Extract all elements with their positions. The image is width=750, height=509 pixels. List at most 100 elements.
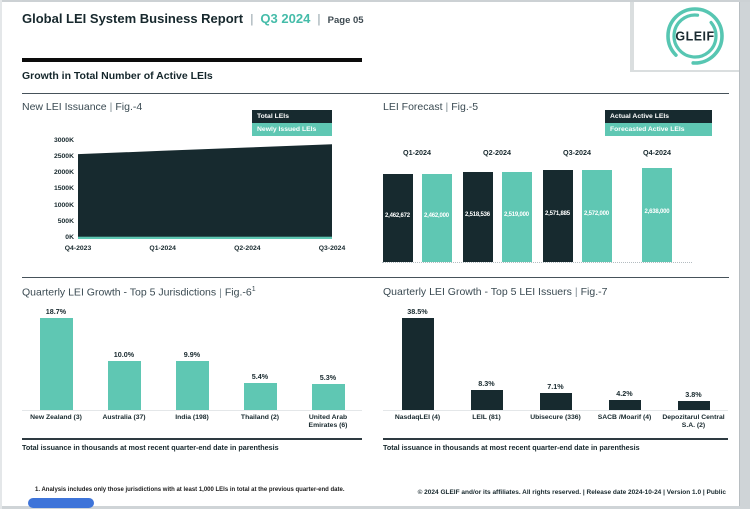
bar-column-India (198): 9.9%	[158, 306, 226, 410]
y-tick-label: 3000K	[53, 137, 74, 144]
fig6-category-labels: New Zealand (3) Australia (37) India (198)…	[22, 411, 362, 431]
page-edge-artifact	[630, 0, 634, 71]
header-rule	[22, 58, 362, 62]
bar-forecasted-active-leis: 2,519,000	[501, 172, 532, 262]
bar-value-label: 2,462,672	[385, 212, 410, 219]
copyright-line: © 2024 GLEIF and/or its affiliates. All …	[417, 489, 726, 496]
category-label: Thailand (2)	[240, 414, 280, 421]
window-edge-left	[0, 0, 2, 509]
fig6-title: Quarterly LEI Growth - Top 5 Jurisdictio…	[22, 286, 256, 299]
fig4-x-axis: Q4-2023 Q1-2024 Q2-2024 Q3-2024	[65, 245, 345, 255]
legend-item: Forecasted Active LEIs	[605, 123, 712, 136]
window-edge-bottom	[0, 506, 750, 509]
taskbar-fragment-pill[interactable]	[28, 498, 94, 508]
x-tick-label: Q1-2024	[149, 245, 176, 252]
bar-actual-active-leis: 2,518,536	[462, 172, 493, 262]
bar-value-label: 38.5%	[407, 307, 428, 316]
bar-column-Australia (37): 10.0%	[90, 306, 158, 410]
x-tick-label: Q3-2024	[318, 245, 346, 252]
fig4-area-chart	[78, 141, 332, 244]
legend-item: Newly Issued LEIs	[252, 123, 332, 136]
fig5-category-label: Q4-2024	[643, 148, 671, 157]
report-header: Global LEI System Business Report | Q3 2…	[22, 11, 364, 26]
y-tick-label: 1000K	[53, 201, 74, 209]
category-label: NasdaqLEI (4)	[394, 414, 441, 421]
x-tick-label: Q2-2024	[234, 245, 261, 252]
category-label: SACB /Moarif (4)	[597, 414, 652, 421]
fig4-title-text: New LEI Issuance	[22, 101, 107, 113]
y-tick-label: 2000K	[53, 169, 74, 177]
bar-New Zealand (3)	[39, 318, 73, 410]
bar-forecasted-active-leis: 2,572,000	[581, 170, 612, 262]
bar-Depozitarul Central S.A. (2)	[677, 400, 710, 410]
bar-column-United Arab Emirates (6): 5.3%	[294, 306, 362, 410]
category-label: India (198)	[175, 414, 209, 421]
bar-Thailand (2)	[243, 383, 277, 410]
bar-LEIL (81)	[470, 390, 503, 410]
fig4-legend: Total LEIs Newly Issued LEIs	[252, 110, 332, 136]
bar-Australia (37)	[107, 360, 141, 410]
fig7-title-text: Quarterly LEI Growth - Top 5 LEI Issuers	[383, 286, 572, 298]
fig5-bar-chart: Q1-2024 2,462,672 2,462,000 Q2-2024 2,518,53…	[382, 148, 692, 262]
fig6-note: Total issuance in thousands at most rece…	[22, 443, 279, 452]
fig7-note: Total issuance in thousands at most rece…	[383, 443, 640, 452]
bar-United Arab Emirates (6)	[311, 383, 345, 410]
category-label: Ubisecure (336)	[530, 414, 581, 421]
bar-forecasted-active-leis: 2,462,000	[421, 174, 452, 262]
bar-value-label: 4.2%	[616, 389, 633, 398]
bar-value-label: 9.9%	[183, 350, 201, 360]
fig5-group-Q1-2024: Q1-2024 2,462,672 2,462,000	[382, 148, 452, 262]
section-divider	[22, 93, 729, 95]
total-leis-area	[78, 144, 332, 239]
bar-actual-active-leis: 2,462,672	[382, 174, 413, 262]
newly-issued-leis-strip	[78, 236, 332, 239]
bar-column-NasdaqLEI (4): 38.5%	[383, 306, 452, 410]
bar-actual-active-leis: 2,571,885	[542, 170, 573, 262]
title-divider: |	[445, 101, 449, 113]
fig6-bar-chart: 18.7% 10.0% 9.9% 5.4% 5.3%	[22, 306, 362, 411]
x-tick-label: Q4-2023	[64, 245, 92, 252]
fig5-group-Q2-2024: Q2-2024 2,518,536 2,519,000	[462, 148, 532, 262]
bar-column-LEIL (81): 8.3%	[452, 306, 521, 410]
bar-column-Depozitarul Central S.A. (2): 3.8%	[659, 306, 728, 410]
bar-column-Ubisecure (336): 7.1%	[521, 306, 590, 410]
fig7-note-rule	[383, 438, 728, 440]
bar-value-label: 2,571,885	[545, 210, 570, 217]
fig5-legend: Actual Active LEIs Forecasted Active LEIs	[605, 110, 712, 136]
bar-value-label: 7.1%	[547, 382, 564, 391]
fig7-bar-chart: 38.5% 8.3% 7.1% 4.2% 3.8%	[383, 306, 728, 411]
bar-Ubisecure (336)	[539, 393, 572, 410]
bar-value-label: 3.8%	[685, 389, 702, 399]
report-title: Global LEI System Business Report	[22, 11, 244, 26]
fig5-title-text: LEI Forecast	[383, 101, 443, 113]
fig5-baseline	[382, 262, 692, 264]
legend-item: Total LEIs	[252, 110, 332, 123]
category-label: Australia (37)	[102, 414, 146, 421]
bar-value-label: 2,638,000	[644, 209, 670, 216]
fig6-footnote-marker: 1	[251, 286, 256, 293]
fig7-figure-label: Fig.-7	[580, 286, 608, 298]
fig5-category-label: Q2-2024	[483, 148, 511, 157]
bar-column-SACB /Moarif (4): 4.2%	[590, 306, 659, 410]
fig5-figure-label: Fig.-5	[451, 101, 479, 113]
page-number-label: Page 05	[327, 15, 364, 26]
fig5-category-label: Q3-2024	[563, 148, 591, 157]
bar-value-label: 2,462,000	[424, 212, 449, 219]
analysis-footnote: 1. Analysis includes only those jurisdic…	[35, 487, 345, 493]
gleif-logo-icon: GLEIF	[666, 7, 724, 65]
section-title: Growth in Total Number of Active LEIs	[22, 70, 213, 82]
bar-column-Thailand (2): 5.4%	[226, 306, 294, 410]
fig4-title: New LEI Issuance | Fig.-4	[22, 101, 142, 113]
y-tick-label: 0K	[65, 233, 74, 241]
fig6-figure-label: Fig.-6	[224, 286, 252, 299]
mid-divider	[22, 277, 729, 279]
fig6-note-rule	[22, 438, 362, 440]
title-divider: |	[574, 286, 578, 298]
header-divider: |	[317, 12, 321, 26]
fig4-figure-label: Fig.-4	[115, 101, 143, 113]
bar-value-label: 2,572,000	[584, 210, 609, 217]
bar-column-New Zealand (3): 18.7%	[22, 306, 90, 410]
title-divider: |	[109, 101, 113, 113]
bar-value-label: 5.3%	[319, 372, 337, 382]
bar-value-label: 18.7%	[45, 307, 67, 316]
